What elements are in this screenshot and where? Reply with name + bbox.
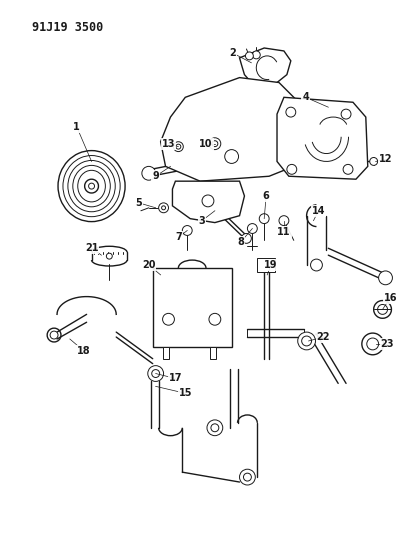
Text: 16: 16	[383, 293, 396, 303]
Text: 9: 9	[152, 171, 159, 181]
Circle shape	[243, 473, 251, 481]
Bar	[152, 268, 231, 347]
Polygon shape	[160, 78, 303, 181]
Text: 3: 3	[198, 216, 205, 225]
Circle shape	[151, 369, 159, 377]
Circle shape	[182, 225, 192, 236]
Text: 21: 21	[85, 243, 98, 253]
Text: 6: 6	[262, 191, 269, 201]
Text: 8: 8	[236, 237, 243, 247]
Polygon shape	[162, 347, 168, 359]
Circle shape	[207, 420, 222, 435]
Circle shape	[301, 336, 311, 346]
Text: 12: 12	[378, 155, 391, 165]
Circle shape	[158, 203, 168, 213]
Polygon shape	[239, 48, 290, 85]
Circle shape	[245, 52, 253, 60]
Circle shape	[147, 366, 163, 382]
Circle shape	[252, 51, 260, 59]
Circle shape	[209, 313, 220, 325]
Circle shape	[173, 142, 183, 151]
Text: 15: 15	[178, 388, 191, 398]
Text: 5: 5	[135, 198, 142, 208]
Circle shape	[366, 338, 378, 350]
Circle shape	[211, 141, 217, 147]
Circle shape	[50, 331, 58, 339]
Text: 7: 7	[175, 232, 181, 243]
Circle shape	[342, 164, 352, 174]
Circle shape	[239, 469, 255, 485]
Polygon shape	[172, 181, 244, 223]
Circle shape	[106, 253, 112, 259]
Circle shape	[247, 223, 257, 233]
Polygon shape	[209, 347, 215, 359]
Text: 1: 1	[73, 122, 80, 132]
Circle shape	[161, 206, 165, 210]
Circle shape	[369, 157, 377, 165]
Text: 23: 23	[380, 339, 393, 349]
Text: 18: 18	[76, 346, 90, 356]
Circle shape	[210, 424, 218, 432]
Text: 19: 19	[264, 260, 277, 270]
Text: 20: 20	[142, 260, 155, 270]
Circle shape	[162, 313, 174, 325]
Circle shape	[378, 271, 391, 285]
Text: 91J19 3500: 91J19 3500	[32, 21, 103, 34]
Circle shape	[285, 107, 295, 117]
Circle shape	[142, 166, 155, 180]
Text: 2: 2	[229, 48, 236, 58]
Text: 22: 22	[316, 332, 329, 342]
Text: 10: 10	[199, 139, 212, 149]
Text: 13: 13	[162, 139, 175, 149]
Polygon shape	[276, 98, 367, 179]
Circle shape	[224, 150, 238, 164]
Circle shape	[175, 144, 180, 149]
Circle shape	[202, 195, 213, 207]
Text: 17: 17	[168, 374, 182, 383]
Bar	[257, 258, 274, 272]
Circle shape	[278, 216, 288, 225]
Circle shape	[209, 138, 220, 150]
Circle shape	[297, 332, 315, 350]
Circle shape	[258, 214, 268, 223]
Text: 14: 14	[311, 206, 324, 216]
Circle shape	[241, 233, 251, 244]
Circle shape	[340, 109, 350, 119]
Circle shape	[286, 164, 296, 174]
Circle shape	[310, 259, 321, 271]
Text: 11: 11	[276, 228, 290, 238]
Text: 4: 4	[301, 92, 308, 102]
